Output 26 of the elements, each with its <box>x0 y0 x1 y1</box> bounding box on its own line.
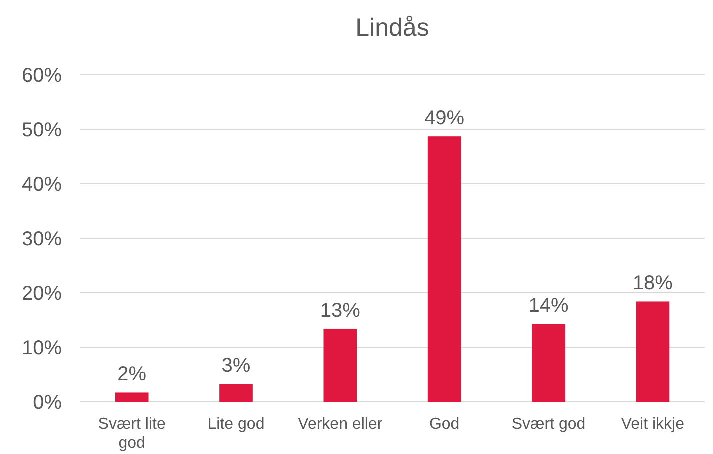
data-label: 13% <box>320 300 361 322</box>
data-label: 49% <box>424 108 465 130</box>
y-tick-label: 10% <box>22 338 62 360</box>
bar <box>532 324 566 402</box>
bar <box>115 392 149 402</box>
data-label: 14% <box>528 295 569 318</box>
y-tick-label: 50% <box>22 120 62 142</box>
y-tick-label: 60% <box>22 65 62 87</box>
x-tick-label: Svært lite god <box>98 416 166 452</box>
bar <box>428 136 462 402</box>
y-tick-label: 20% <box>22 283 62 305</box>
y-tick-label: 0% <box>33 392 62 414</box>
x-tick-label: God <box>429 416 460 433</box>
bar <box>324 328 358 402</box>
data-label: 18% <box>632 272 674 295</box>
x-tick-label: Veit ikkje <box>621 416 685 433</box>
data-label: 2% <box>118 364 147 386</box>
y-tick-label: 40% <box>22 174 62 196</box>
x-tick-label: Lite god <box>208 416 265 433</box>
bar <box>636 302 670 402</box>
data-label: 3% <box>222 355 251 378</box>
x-tick-label: Svært god <box>512 416 586 433</box>
chart-title: Lindås <box>356 14 430 42</box>
bar <box>220 384 253 402</box>
x-tick-label: Verken eller <box>298 416 384 433</box>
y-tick-label: 30% <box>22 228 62 250</box>
